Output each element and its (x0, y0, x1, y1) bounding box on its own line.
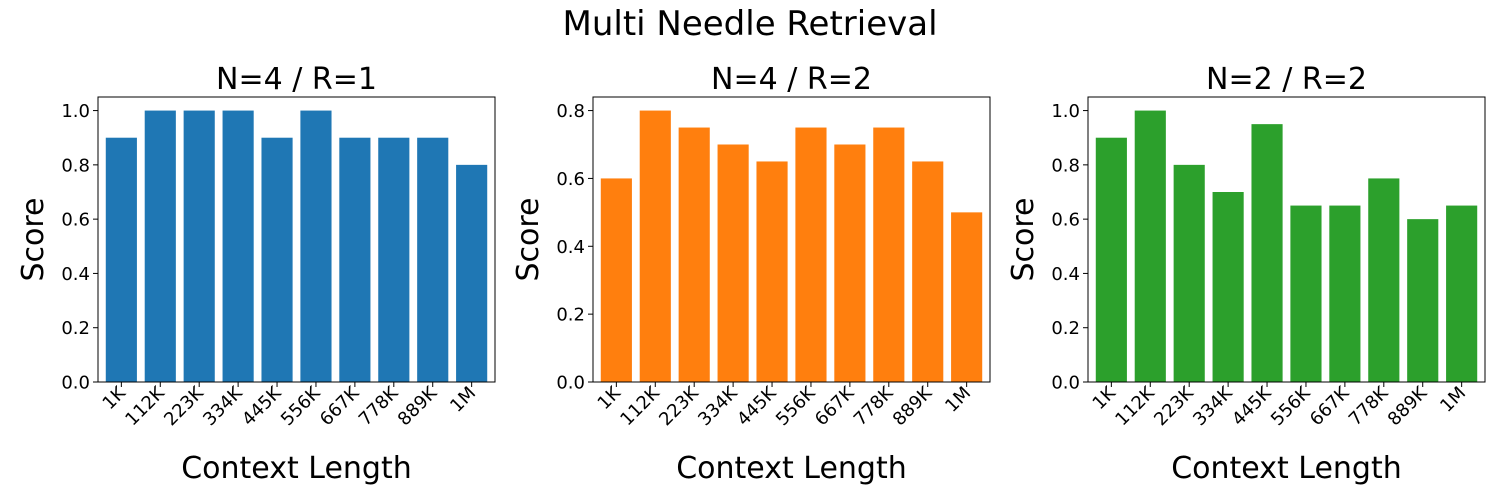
bar (951, 212, 983, 382)
x-tick-label: 334K (694, 382, 742, 430)
x-tick-label: 667K (1306, 382, 1354, 430)
bar (1251, 124, 1283, 382)
x-tick-label: 445K (733, 382, 781, 430)
chart-title: N=4 / R=1 (216, 62, 377, 97)
chart-title: N=4 / R=2 (711, 62, 872, 97)
x-tick-label: 889K (1384, 382, 1432, 430)
bar (873, 127, 905, 382)
bar (183, 110, 215, 382)
x-tick-label: 445K (238, 382, 286, 430)
y-tick-label: 0.4 (556, 237, 585, 258)
x-tick-label: 1M (941, 383, 975, 417)
x-tick-label: 889K (394, 382, 442, 430)
y-tick-label: 0.6 (556, 169, 585, 190)
bar (300, 110, 332, 382)
x-axis-label: Context Length (1171, 451, 1402, 486)
y-tick-label: 0.2 (1051, 318, 1080, 339)
bar (339, 137, 371, 382)
bar (756, 161, 788, 382)
plot-frame (97, 96, 496, 383)
bar (795, 127, 827, 382)
x-tick-label: 778K (850, 382, 898, 430)
y-tick-label: 0.2 (556, 305, 585, 326)
bar (417, 137, 449, 382)
plot-frame (592, 96, 991, 383)
y-tick-label: 0.4 (61, 264, 90, 285)
bar (912, 161, 944, 382)
bar (1095, 137, 1127, 382)
bar (105, 137, 137, 382)
x-tick-label: 112K (1111, 382, 1159, 430)
x-tick-label: 1K (1089, 382, 1121, 414)
x-tick-label: 223K (160, 382, 208, 430)
x-tick-label: 556K (1267, 382, 1315, 430)
bar (261, 137, 293, 382)
x-tick-label: 334K (1189, 382, 1237, 430)
bar (1290, 205, 1322, 382)
y-axis-label: Score (1006, 197, 1041, 281)
y-axis-label: Score (16, 197, 51, 281)
y-tick-label: 0.6 (1051, 210, 1080, 231)
bar (1134, 110, 1166, 382)
x-axis-label: Context Length (181, 451, 412, 486)
x-tick-label: 112K (616, 382, 664, 430)
x-tick-label: 556K (772, 382, 820, 430)
x-tick-label: 112K (121, 382, 169, 430)
y-tick-label: 0.4 (1051, 264, 1080, 285)
y-tick-label: 1.0 (1051, 101, 1080, 122)
bar (834, 144, 866, 382)
y-axis-label: Score (511, 197, 546, 281)
bar (678, 127, 710, 382)
bar (1212, 192, 1244, 382)
bar (1368, 178, 1400, 382)
x-tick-label: 1K (594, 382, 626, 414)
y-tick-label: 1.0 (61, 101, 90, 122)
y-tick-label: 0.0 (1051, 373, 1080, 394)
bar (717, 144, 749, 382)
y-tick-label: 0.2 (61, 318, 90, 339)
x-tick-label: 1M (1436, 383, 1470, 417)
y-tick-label: 0.8 (61, 155, 90, 176)
x-tick-label: 1M (446, 383, 480, 417)
x-tick-label: 889K (889, 382, 937, 430)
x-tick-label: 778K (355, 382, 403, 430)
bar (144, 110, 176, 382)
bar (222, 110, 254, 382)
y-tick-label: 0.0 (61, 373, 90, 394)
x-tick-label: 334K (199, 382, 247, 430)
plot-frame (1087, 96, 1486, 383)
x-tick-label: 556K (277, 382, 325, 430)
figure-title: Multi Needle Retrieval (562, 4, 938, 44)
bar (639, 110, 671, 382)
x-tick-label: 445K (1228, 382, 1276, 430)
chart-panel: 0.0 0.2 0.4 0.6 0.8 1K112K223K334K445K556K667… (511, 62, 991, 486)
x-tick-label: 1K (99, 382, 131, 414)
bar (1446, 205, 1478, 382)
bar (1329, 205, 1361, 382)
x-tick-label: 667K (316, 382, 364, 430)
chart-panel: 0.0 0.2 0.4 0.6 0.8 1.0 1K112K223K334K445K556K… (16, 62, 496, 486)
x-tick-label: 667K (811, 382, 859, 430)
x-tick-label: 778K (1345, 382, 1393, 430)
y-tick-label: 0.8 (556, 101, 585, 122)
bar (1407, 219, 1439, 382)
x-tick-label: 223K (1150, 382, 1198, 430)
x-axis-label: Context Length (676, 451, 907, 486)
bar (456, 164, 488, 382)
y-tick-label: 0.8 (1051, 155, 1080, 176)
chart-panel: 0.0 0.2 0.4 0.6 0.8 1.0 1K112K223K334K445K556K… (1006, 62, 1486, 486)
bar (600, 178, 632, 382)
y-tick-label: 0.6 (61, 210, 90, 231)
chart-title: N=2 / R=2 (1206, 62, 1367, 97)
bar (378, 137, 410, 382)
y-tick-label: 0.0 (556, 373, 585, 394)
bar (1173, 164, 1205, 382)
x-tick-label: 223K (655, 382, 703, 430)
